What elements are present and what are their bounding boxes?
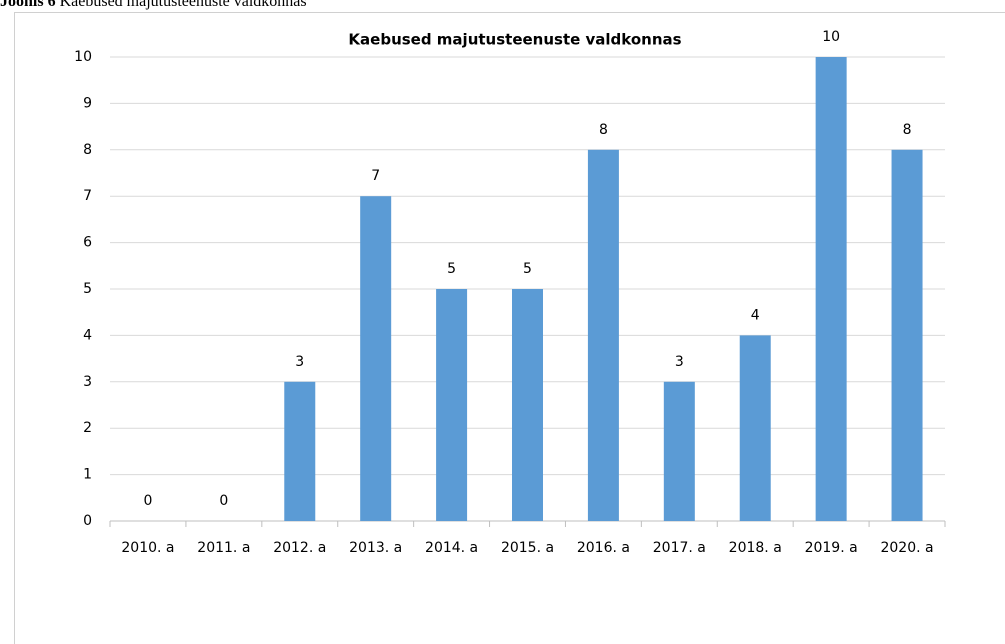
y-tick-label: 0 (83, 513, 92, 529)
bar (360, 196, 392, 521)
x-tick-label: 2018. a (729, 540, 782, 556)
bar (815, 57, 847, 521)
caption: Joonis 6 Kaebused majutusteenuste valdko… (0, 0, 307, 10)
x-tick-label: 2013. a (349, 540, 402, 556)
y-tick-label: 7 (83, 188, 92, 204)
data-label: 7 (371, 168, 380, 184)
data-label: 8 (903, 122, 912, 138)
y-tick-label: 9 (83, 95, 92, 111)
y-tick-label: 5 (83, 281, 92, 297)
chart-frame (14, 12, 1005, 644)
y-tick-label: 3 (83, 374, 92, 390)
y-tick-label: 2 (83, 420, 92, 436)
data-label: 5 (523, 261, 532, 277)
bar (284, 381, 316, 521)
data-label: 8 (599, 122, 608, 138)
y-tick-label: 8 (83, 142, 92, 158)
caption-label: Joonis 6 (0, 0, 56, 10)
chart-title: Kaebused majutusteenuste valdkonnas (348, 31, 681, 49)
y-tick-label: 1 (83, 467, 92, 483)
data-label: 10 (822, 29, 840, 45)
bar (436, 289, 468, 521)
data-label: 0 (143, 493, 152, 509)
x-tick-label: 2019. a (805, 540, 858, 556)
x-tick-label: 2011. a (197, 540, 250, 556)
bar (587, 149, 619, 522)
bar (512, 289, 543, 521)
x-tick-label: 2020. a (880, 540, 933, 556)
x-tick-label: 2016. a (577, 540, 630, 556)
x-tick-label: 2010. a (121, 540, 174, 556)
data-label: 3 (295, 354, 304, 370)
y-tick-label: 4 (83, 327, 92, 343)
y-tick-label: 10 (74, 49, 92, 65)
x-tick-label: 2017. a (653, 540, 706, 556)
caption-text: Kaebused majutusteenuste valdkonnas (60, 0, 307, 10)
x-tick-label: 2015. a (501, 540, 554, 556)
x-tick-label: 2014. a (425, 540, 478, 556)
data-label: 0 (219, 493, 228, 509)
data-label: 4 (751, 307, 760, 323)
x-tick-label: 2012. a (273, 540, 326, 556)
bar (739, 335, 771, 521)
bar (663, 381, 695, 521)
data-label: 5 (447, 261, 456, 277)
data-label: 3 (675, 354, 684, 370)
bar (891, 149, 923, 522)
y-tick-label: 6 (83, 235, 92, 251)
